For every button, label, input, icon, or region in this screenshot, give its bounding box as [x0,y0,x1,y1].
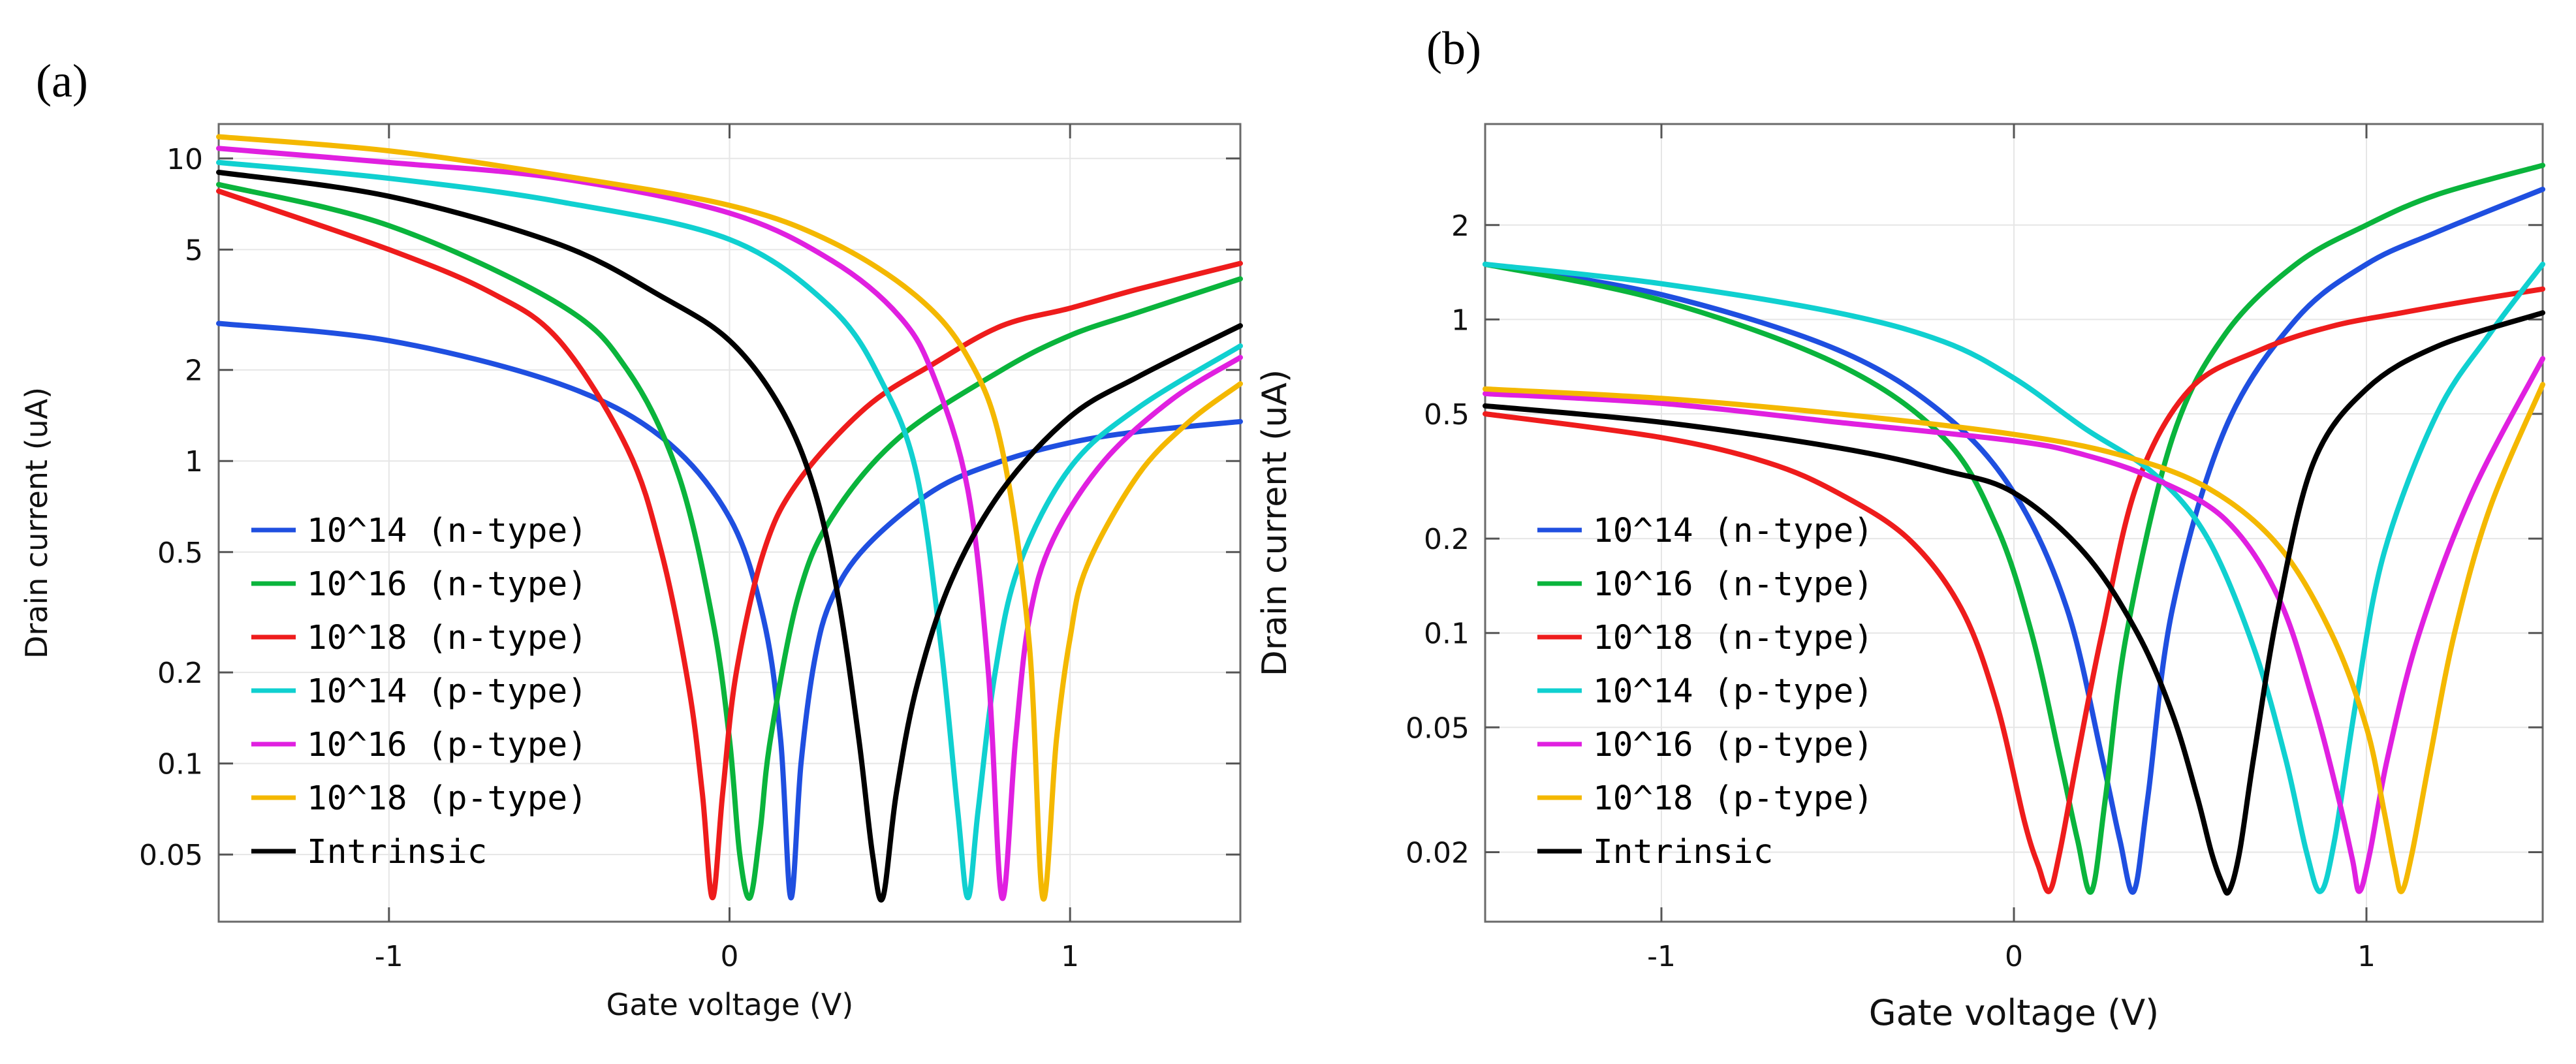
series-line-10-16-p-type-b [1483,356,2545,894]
series-line-10-18-p-type-a [216,134,1243,902]
x-tick-label: 1 [2357,940,2376,973]
legend-entry-intrinsic: Intrinsic [1593,833,1773,871]
panel-b-letter: (b) [1426,22,1481,74]
series-lines-a [216,134,1243,903]
panel-a-letter: (a) [36,55,88,107]
y-tick-label: 0.2 [1424,523,1469,556]
series-line-10-16-n-type-b [1483,163,2545,895]
series-line-intrinsic-b [1483,310,2545,896]
legend-a: 10^14 (n-type) 10^16 (n-type) 10^18 (n-typ… [251,512,588,871]
chart-panel-a: (a) 0.05 0.1 0.2 0.5 1 2 5 10 -1 0 1 10^14 (n-typ… [19,55,1243,1022]
legend-entry-10-14-n-type: 10^14 (n-type) [307,512,588,550]
y-axis-ticks-b: 0.02 0.05 0.1 0.2 0.5 1 2 [1406,210,2543,869]
legend-entry-10-16-n-type: 10^16 (n-type) [1593,565,1874,604]
x-tick-label: 1 [1061,940,1079,973]
legend-entry-10-16-p-type: 10^16 (p-type) [1593,726,1874,764]
legend-entry-10-18-n-type: 10^18 (n-type) [307,619,588,657]
y-tick-label: 0.05 [139,839,203,872]
legend-entry-10-14-p-type: 10^14 (p-type) [307,672,588,711]
chart-panel-b: (b) 0.02 0.05 0.1 0.2 0.5 1 2 -1 0 1 10^14 (n-ty… [1255,22,2545,1033]
series-line-10-18-n-type-b [1483,286,2545,894]
y-tick-label: 0.1 [157,748,203,781]
y-tick-label: 1 [1451,304,1469,337]
y-tick-label: 0.5 [1424,398,1469,431]
y-tick-label: 0.2 [157,657,203,690]
x-axis-label-a: Gate voltage (V) [606,987,854,1022]
x-tick-label: 0 [721,940,739,973]
series-lines-b [1483,163,2545,896]
x-tick-label: -1 [1647,940,1676,973]
legend-entry-10-18-p-type: 10^18 (p-type) [307,779,588,818]
y-axis-label-a: Drain current (uA) [19,387,54,659]
y-axis-label-b: Drain current (uA) [1255,369,1295,676]
series-line-10-16-p-type-a [216,146,1243,901]
x-axis-ticks-a: -1 0 1 [375,124,1079,973]
y-tick-label: 2 [1451,210,1469,243]
legend-entry-intrinsic: Intrinsic [307,833,487,871]
legend-entry-10-14-n-type: 10^14 (n-type) [1593,512,1874,550]
y-tick-label: 0.1 [1424,618,1469,651]
y-tick-label: 0.02 [1406,836,1469,869]
y-tick-label: 5 [185,234,203,267]
legend-entry-10-16-p-type: 10^16 (p-type) [307,726,588,764]
series-line-10-14-n-type-b [1483,187,2545,895]
x-tick-label: -1 [375,940,403,973]
series-line-10-14-p-type-a [216,159,1243,901]
x-axis-label-b: Gate voltage (V) [1869,992,2160,1033]
y-tick-label: 0.5 [157,537,203,570]
legend-entry-10-14-p-type: 10^14 (p-type) [1593,672,1874,711]
y-tick-label: 0.05 [1406,712,1469,745]
series-line-10-18-p-type-b [1483,382,2545,894]
x-axis-ticks-b: -1 0 1 [1647,124,2376,973]
y-tick-label: 10 [166,143,203,176]
legend-entry-10-18-n-type: 10^18 (n-type) [1593,619,1874,657]
y-tick-label: 1 [185,445,203,478]
legend-entry-10-16-n-type: 10^16 (n-type) [307,565,588,604]
series-line-10-16-n-type-a [216,181,1243,901]
series-line-intrinsic-a [216,170,1243,903]
y-axis-ticks-a: 0.05 0.1 0.2 0.5 1 2 5 10 [139,143,1240,872]
x-tick-label: 0 [2005,940,2023,973]
y-tick-label: 2 [185,354,203,388]
series-line-10-18-n-type-a [216,188,1243,901]
legend-entry-10-18-p-type: 10^18 (p-type) [1593,779,1874,818]
legend-b: 10^14 (n-type) 10^16 (n-type) 10^18 (n-typ… [1537,512,1874,871]
